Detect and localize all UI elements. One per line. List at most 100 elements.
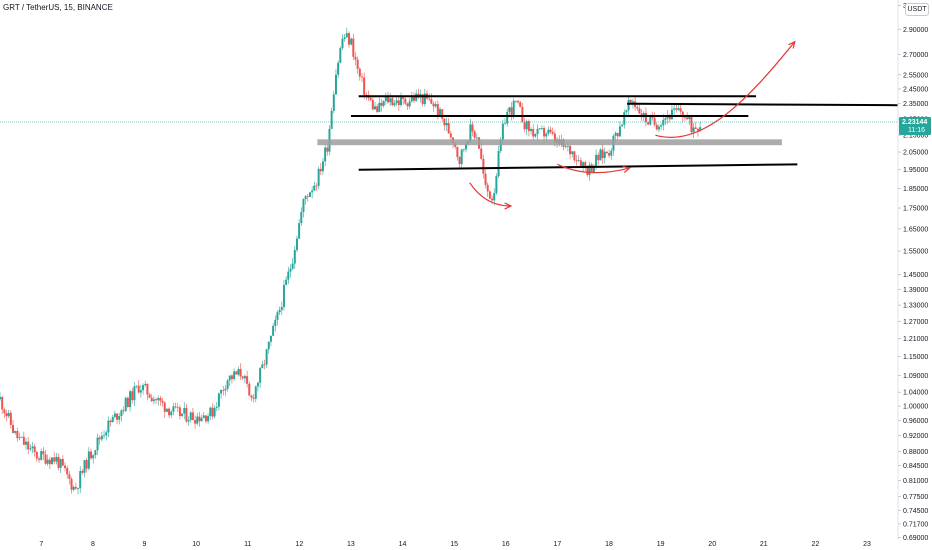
candle-body xyxy=(493,193,496,201)
candle-body xyxy=(90,451,93,459)
candle-body xyxy=(300,211,303,224)
candle-body xyxy=(551,132,554,134)
candle-body xyxy=(564,146,567,147)
candle-body xyxy=(664,118,667,120)
candle-body xyxy=(0,397,1,400)
candle-body xyxy=(111,417,114,423)
candle-body xyxy=(543,128,546,137)
candle-body xyxy=(319,168,322,172)
candle-body xyxy=(38,458,41,460)
candle-body xyxy=(530,128,533,132)
candle-body xyxy=(148,394,151,398)
candle-body xyxy=(256,382,259,387)
candle-body xyxy=(233,371,236,380)
candle-body xyxy=(241,376,244,379)
candle-body xyxy=(601,149,604,158)
candle-body xyxy=(31,446,34,449)
candle-body xyxy=(649,115,652,125)
candle-body xyxy=(55,456,58,462)
candle-body xyxy=(521,106,524,123)
candle-body xyxy=(74,486,77,489)
candle-body xyxy=(421,94,424,105)
price-tick-label: 2.35000 xyxy=(903,101,928,108)
candle-body xyxy=(480,148,483,159)
candle-body xyxy=(109,420,112,423)
candle-body xyxy=(137,385,140,393)
candle-body xyxy=(456,146,459,158)
candle-body xyxy=(618,126,621,137)
candle-body xyxy=(402,97,405,99)
candle-body xyxy=(215,406,218,408)
candle-body xyxy=(272,325,275,336)
candle-body xyxy=(324,147,327,162)
candle-body xyxy=(547,129,550,134)
price-tick-label: 1.85000 xyxy=(903,186,928,193)
price-tick-label: 1.33000 xyxy=(903,303,928,310)
price-tick-label: 2.90000 xyxy=(903,27,928,34)
price-tick-label: 0.92000 xyxy=(903,433,928,440)
candle-body xyxy=(189,412,192,421)
candle-body xyxy=(356,59,359,69)
candle-body xyxy=(263,364,266,366)
candle-body xyxy=(677,108,680,110)
price-tick-label: 1.55000 xyxy=(903,248,928,255)
candle-body xyxy=(683,117,686,119)
currency-button[interactable]: USDT xyxy=(905,3,929,16)
candle-body xyxy=(668,115,671,120)
candle-body xyxy=(293,250,296,264)
candle-body xyxy=(690,116,693,133)
candle-body xyxy=(209,407,212,416)
candle-body xyxy=(532,128,535,137)
candle-body xyxy=(644,112,647,123)
candle-body xyxy=(29,448,32,450)
time-tick-label: 23 xyxy=(863,541,871,548)
candle-body xyxy=(53,457,56,462)
candle-body xyxy=(70,478,73,490)
candle-body xyxy=(610,150,613,156)
candle-body xyxy=(436,104,439,117)
candle-body xyxy=(337,62,340,75)
candle-body xyxy=(428,98,431,100)
candle-body xyxy=(406,103,409,107)
time-tick-label: 8 xyxy=(91,541,95,548)
price-badge-background xyxy=(899,117,931,136)
candle-body xyxy=(187,420,190,422)
candle-body xyxy=(85,460,88,469)
candle-body xyxy=(465,143,468,150)
price-tick-label: 2.70000 xyxy=(903,52,928,59)
candlestick-series xyxy=(0,27,702,495)
price-tick-label: 1.39000 xyxy=(903,287,928,294)
candle-body xyxy=(510,107,513,115)
candle-body xyxy=(157,398,160,401)
price-tick-label: 0.96000 xyxy=(903,418,928,425)
candle-body xyxy=(274,319,277,326)
candle-body xyxy=(343,37,346,39)
time-tick-label: 10 xyxy=(192,541,200,548)
candle-body xyxy=(295,238,298,251)
candle-body xyxy=(269,335,272,342)
candle-body xyxy=(46,459,49,464)
candle-body xyxy=(495,176,498,194)
candle-body xyxy=(386,96,389,103)
candle-body xyxy=(430,99,433,104)
candle-body xyxy=(514,100,517,102)
candle-body xyxy=(332,94,335,111)
candle-body xyxy=(77,488,80,490)
candle-body xyxy=(573,151,576,161)
candle-body xyxy=(306,196,309,198)
candle-body xyxy=(517,101,520,103)
candle-body xyxy=(100,435,103,440)
candle-body xyxy=(3,409,6,414)
candle-body xyxy=(553,133,556,143)
candle-body xyxy=(1,397,4,410)
candle-body xyxy=(196,416,199,424)
candle-body xyxy=(118,416,121,420)
time-tick-label: 11 xyxy=(244,541,251,548)
candle-body xyxy=(660,125,663,127)
candle-body xyxy=(692,127,695,133)
candle-body xyxy=(504,123,507,125)
candle-body xyxy=(79,471,82,489)
candle-body xyxy=(321,161,324,172)
candle-body xyxy=(139,390,142,393)
